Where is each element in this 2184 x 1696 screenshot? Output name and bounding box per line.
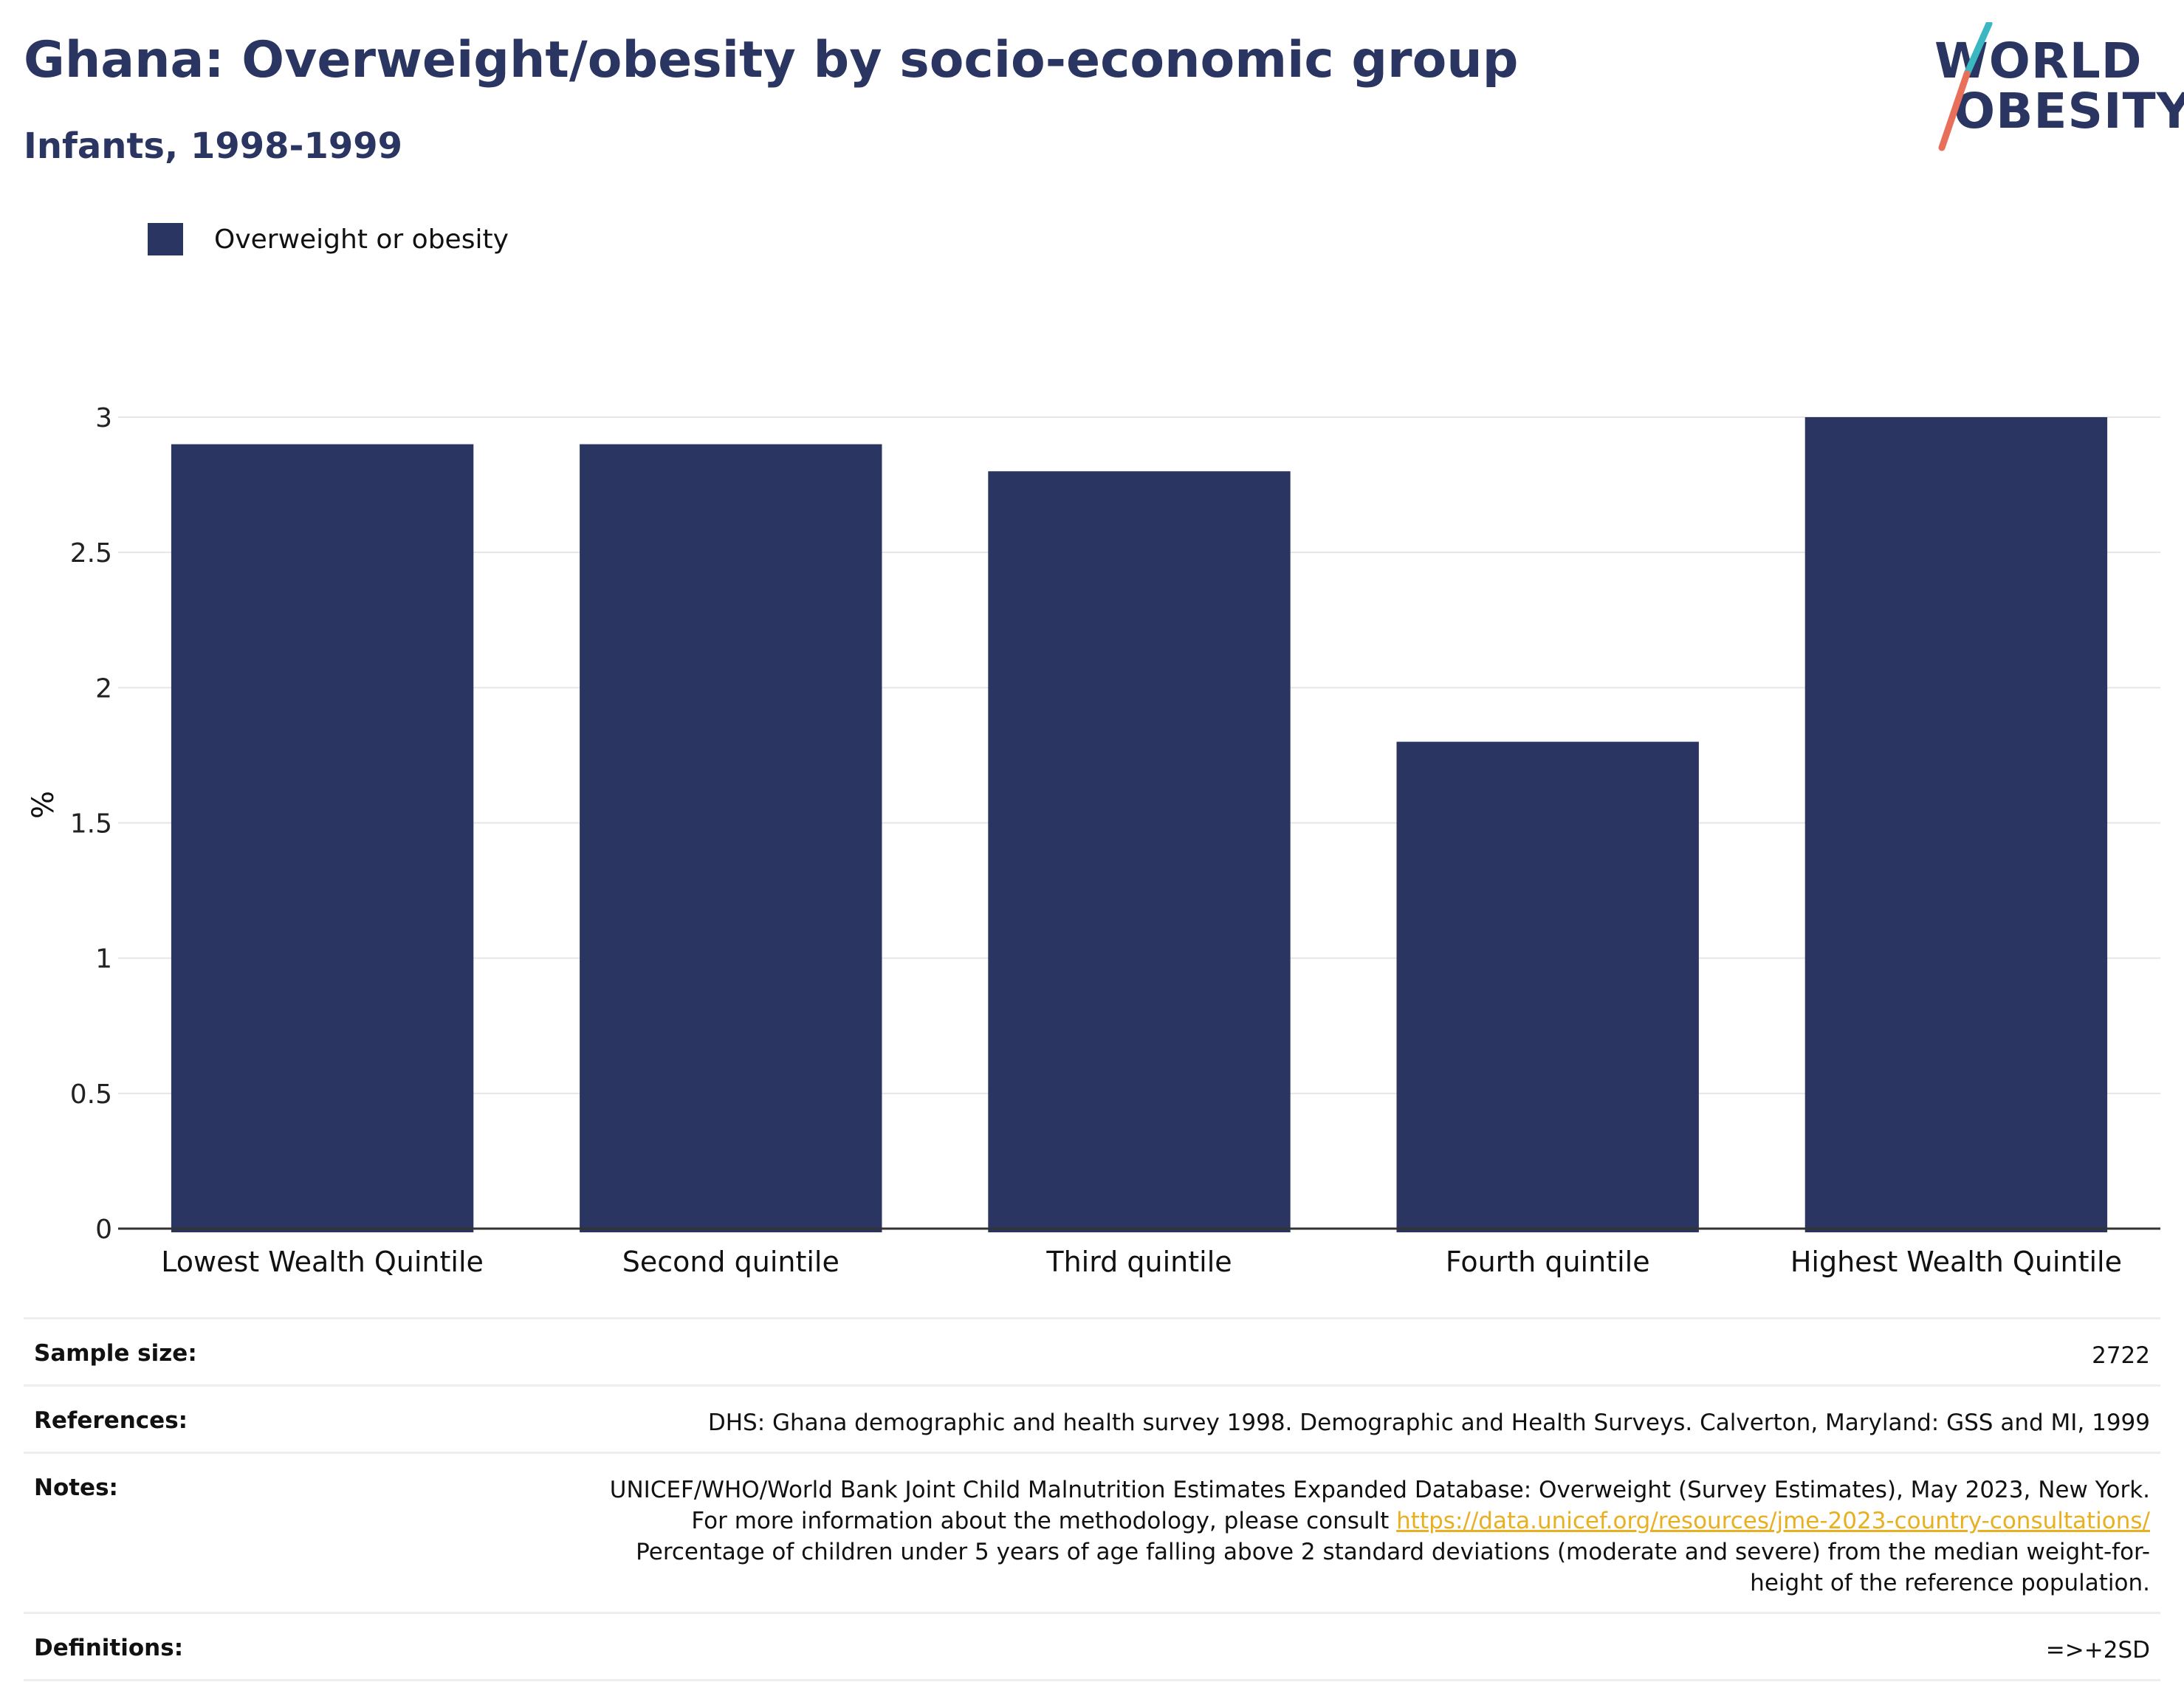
info-table: Sample size: 2722 References: DHS: Ghana… — [24, 1317, 2160, 1681]
x-tick-label: Third quintile — [1045, 1246, 1232, 1278]
y-tick-label: 1.5 — [70, 809, 112, 840]
references-value: DHS: Ghana demographic and health survey… — [707, 1410, 2150, 1436]
logo-slash-icon — [1938, 22, 1993, 151]
notes-text-2: Percentage of children under 5 years of … — [636, 1539, 2150, 1596]
bar-chart: 0 0.5 1 1.5 2 2.5 3 Lowest Wealth Quintile Seco… — [27, 403, 2160, 1278]
bar-4[interactable] — [1396, 741, 1699, 1232]
logo-line-2: OBESITY — [1954, 83, 2184, 140]
y-axis-label: % — [27, 791, 61, 819]
bar-5[interactable] — [1804, 417, 2108, 1232]
sample-size-key: Sample size: — [34, 1340, 197, 1367]
y-tick-label: 0 — [95, 1215, 112, 1245]
sample-size-row: Sample size: 2722 — [24, 1317, 2160, 1384]
chart-title: Ghana: Overweight/obesity by socio-econo… — [24, 31, 1519, 89]
sample-size-value: 2722 — [2092, 1342, 2150, 1369]
world-obesity-logo: WORLD OBESITY — [1927, 22, 2184, 155]
notes-row: Notes: UNICEF/WHO/World Bank Joint Child… — [24, 1452, 2160, 1612]
notes-key: Notes: — [34, 1474, 118, 1501]
notes-text-1: UNICEF/WHO/World Bank Joint Child Malnut… — [609, 1477, 2150, 1534]
y-tick-label: 2.5 — [70, 538, 112, 569]
y-tick-label: 1 — [95, 944, 112, 975]
definitions-key: Definitions: — [34, 1635, 184, 1661]
x-tick-labels: Lowest Wealth Quintile Second quintile Thi… — [161, 1246, 2122, 1278]
notes-link[interactable]: https://data.unicef.org/resources/jme-20… — [1396, 1508, 2150, 1534]
definitions-value: =>+2SD — [2045, 1637, 2150, 1664]
notes-value: UNICEF/WHO/World Bank Joint Child Malnut… — [570, 1454, 2150, 1612]
y-tick-labels: 0 0.5 1 1.5 2 2.5 3 — [70, 403, 112, 1245]
x-tick-label: Fourth quintile — [1446, 1246, 1650, 1278]
y-tick-label: 3 — [95, 403, 112, 433]
x-tick-label: Second quintile — [622, 1246, 839, 1278]
x-tick-label: Highest Wealth Quintile — [1790, 1246, 2122, 1278]
legend-label: Overweight or obesity — [214, 224, 509, 255]
bar-1[interactable] — [171, 444, 474, 1233]
bar-2[interactable] — [580, 444, 882, 1233]
legend-swatch — [148, 223, 183, 255]
bar-3[interactable] — [988, 471, 1291, 1233]
y-tick-label: 2 — [95, 673, 112, 704]
chart-legend: Overweight or obesity — [148, 222, 509, 257]
chart-subtitle: Infants, 1998-1999 — [24, 126, 403, 167]
definitions-row: Definitions: =>+2SD — [24, 1612, 2160, 1681]
references-key: References: — [34, 1407, 188, 1434]
x-tick-label: Lowest Wealth Quintile — [161, 1246, 484, 1278]
bars — [171, 417, 2108, 1233]
y-tick-label: 0.5 — [70, 1079, 112, 1110]
references-row: References: DHS: Ghana demographic and h… — [24, 1384, 2160, 1452]
